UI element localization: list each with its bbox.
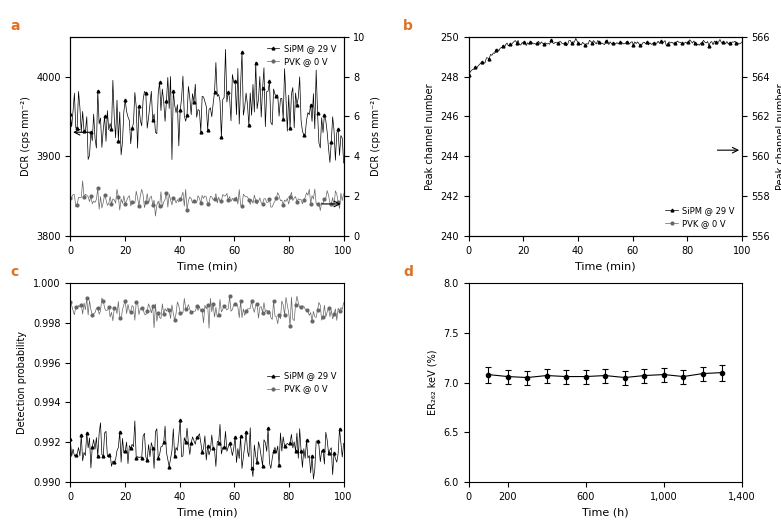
Text: d: d xyxy=(403,265,413,279)
SiPM @ 29 V xyxy=(339,440,348,446)
SiPM @ 29 V xyxy=(116,459,126,465)
Y-axis label: Detection probability: Detection probability xyxy=(17,331,27,434)
Y-axis label: Peak channel number: Peak channel number xyxy=(425,83,435,190)
SiPM @ 29 V xyxy=(571,35,580,41)
PVK @ 0 V xyxy=(328,194,337,201)
X-axis label: Time (min): Time (min) xyxy=(177,261,237,271)
PVK @ 0 V xyxy=(66,195,75,201)
SiPM @ 29 V xyxy=(77,432,86,439)
X-axis label: Time (min): Time (min) xyxy=(177,507,237,517)
Legend: SiPM @ 29 V, PVK @ 0 V: SiPM @ 29 V, PVK @ 0 V xyxy=(264,41,340,70)
PVK @ 0 V xyxy=(77,301,86,308)
PVK @ 0 V xyxy=(339,300,348,306)
SiPM @ 29 V xyxy=(138,97,148,103)
Text: c: c xyxy=(10,265,19,279)
PVK @ 0 V xyxy=(116,316,126,323)
PVK @ 0 V xyxy=(319,313,328,320)
SiPM @ 29 V xyxy=(737,39,747,45)
SiPM @ 29 V xyxy=(77,129,86,135)
SiPM @ 29 V xyxy=(515,41,524,48)
SiPM @ 29 V xyxy=(66,436,75,442)
Line: PVK @ 0 V: PVK @ 0 V xyxy=(69,179,345,217)
PVK @ 0 V xyxy=(78,178,87,184)
Text: a: a xyxy=(10,19,20,32)
SiPM @ 29 V xyxy=(82,114,91,120)
SiPM @ 29 V xyxy=(317,115,326,121)
PVK @ 0 V xyxy=(328,315,337,322)
PVK @ 0 V xyxy=(84,193,93,200)
Line: SiPM @ 29 V: SiPM @ 29 V xyxy=(69,419,345,481)
X-axis label: Time (h): Time (h) xyxy=(582,507,629,517)
PVK @ 0 V xyxy=(339,191,348,197)
SiPM @ 29 V xyxy=(138,433,148,439)
SiPM @ 29 V xyxy=(326,139,336,145)
SiPM @ 29 V xyxy=(319,447,328,453)
Line: SiPM @ 29 V: SiPM @ 29 V xyxy=(467,37,744,76)
SiPM @ 29 V xyxy=(475,61,484,68)
PVK @ 0 V xyxy=(205,325,214,331)
SiPM @ 29 V xyxy=(537,39,546,45)
SiPM @ 29 V xyxy=(715,36,725,42)
SiPM @ 29 V xyxy=(82,430,91,436)
Line: PVK @ 0 V: PVK @ 0 V xyxy=(69,295,345,330)
Y-axis label: Peak channel number: Peak channel number xyxy=(776,83,781,190)
Legend: SiPM @ 29 V, PVK @ 0 V: SiPM @ 29 V, PVK @ 0 V xyxy=(264,368,340,397)
SiPM @ 29 V xyxy=(328,472,337,478)
PVK @ 0 V xyxy=(138,306,148,312)
SiPM @ 29 V xyxy=(116,152,126,158)
SiPM @ 29 V xyxy=(339,160,348,166)
PVK @ 0 V xyxy=(151,213,160,219)
PVK @ 0 V xyxy=(140,204,149,211)
Y-axis label: DCR (cps mm⁻²): DCR (cps mm⁻²) xyxy=(20,96,30,176)
PVK @ 0 V xyxy=(77,194,86,201)
SiPM @ 29 V xyxy=(176,417,185,423)
PVK @ 0 V xyxy=(292,293,301,299)
X-axis label: Time (min): Time (min) xyxy=(575,261,636,271)
PVK @ 0 V xyxy=(66,299,75,305)
SiPM @ 29 V xyxy=(725,39,734,46)
Line: SiPM @ 29 V: SiPM @ 29 V xyxy=(69,48,345,165)
Y-axis label: ER₂₆₂ keV (%): ER₂₆₂ keV (%) xyxy=(428,350,438,415)
Text: b: b xyxy=(403,19,413,32)
SiPM @ 29 V xyxy=(308,476,318,482)
PVK @ 0 V xyxy=(82,296,91,302)
PVK @ 0 V xyxy=(118,200,127,206)
SiPM @ 29 V xyxy=(66,111,75,117)
Legend: SiPM @ 29 V, PVK @ 0 V: SiPM @ 29 V, PVK @ 0 V xyxy=(662,203,738,232)
SiPM @ 29 V xyxy=(464,72,473,78)
SiPM @ 29 V xyxy=(480,60,490,66)
Y-axis label: DCR (cps mm⁻²): DCR (cps mm⁻²) xyxy=(371,96,381,176)
PVK @ 0 V xyxy=(319,201,328,207)
SiPM @ 29 V xyxy=(221,46,230,52)
